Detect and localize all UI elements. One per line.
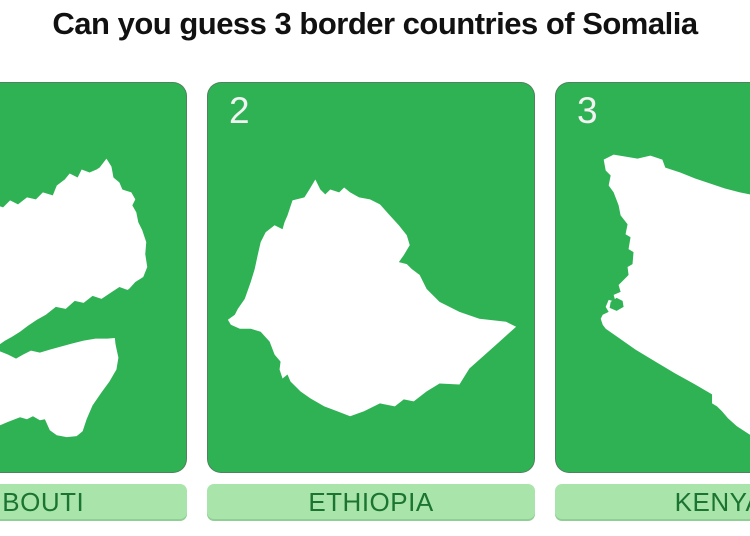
- ethiopia-map-silhouette: [227, 179, 517, 417]
- country-card-3[interactable]: 3: [555, 82, 750, 473]
- country-name-djibouti: DJIBOUTI: [0, 487, 85, 517]
- country-label-kenya: KENYA: [555, 484, 750, 521]
- country-name-ethiopia: ETHIOPIA: [308, 487, 434, 517]
- card-number-3: 3: [577, 90, 598, 131]
- djibouti-island: [16, 359, 28, 366]
- kenya-map-silhouette: [600, 154, 750, 435]
- country-label-ethiopia: ETHIOPIA: [207, 484, 535, 521]
- djibouti-map-silhouette: [0, 158, 159, 438]
- country-label-djibouti: DJIBOUTI: [0, 484, 187, 521]
- country-card-2[interactable]: 2: [207, 82, 535, 473]
- country-name-kenya: KENYA: [674, 487, 750, 517]
- card-number-2: 2: [229, 90, 250, 131]
- quiz-title: Can you guess 3 border countries of Soma…: [52, 6, 698, 41]
- country-card-1[interactable]: 1: [0, 82, 187, 473]
- kenya-lake: [609, 297, 624, 311]
